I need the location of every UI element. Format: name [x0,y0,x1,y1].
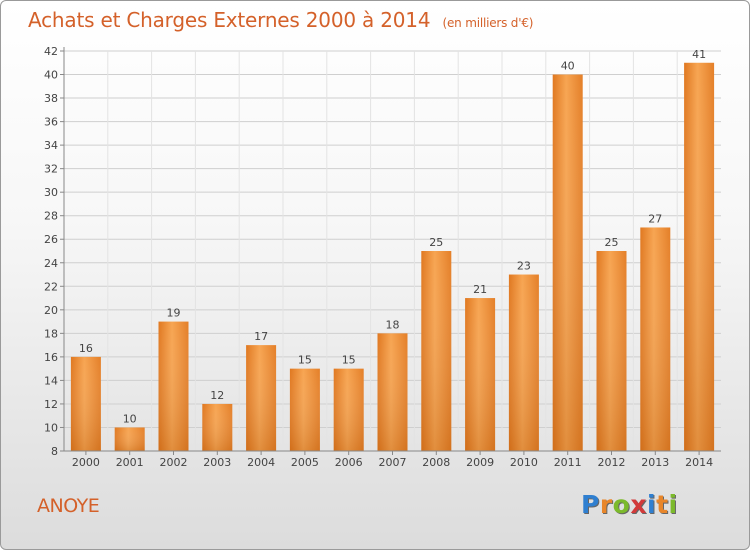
x-tick-label: 2007 [379,456,407,469]
x-tick-label: 2013 [641,456,669,469]
x-tick-label: 2002 [160,456,188,469]
y-tick-label: 8 [51,445,58,458]
bar-shade [421,251,452,451]
x-tick-label: 2001 [116,456,144,469]
data-label: 15 [342,354,356,367]
bar-layer: 16 10 19 12 17 15 15 18 25 21 23 40 25 27 41 [70,48,715,451]
data-label: 27 [648,212,662,225]
logo-letter: i [668,490,678,519]
x-tick-label: 2006 [335,456,363,469]
data-label: 23 [517,260,531,273]
proxiti-logo: Proxiti [581,490,678,519]
logo-letter: t [656,490,669,519]
y-tick-label: 22 [44,280,58,293]
x-tick-label: 2014 [685,456,713,469]
x-tick-label: 2009 [466,456,494,469]
y-tick-label: 42 [44,45,58,58]
logo-letter: o [612,490,631,519]
x-tick-label: 2011 [554,456,582,469]
y-tick-label: 16 [44,351,58,364]
x-tick-label: 2012 [598,456,626,469]
axis-layer: 8 10 12 14 16 18 20 22 24 26 28 30 32 34 36 38 40 42 2000 2… [44,45,721,469]
x-tick-label: 2000 [72,456,100,469]
data-label: 40 [561,60,575,73]
bar-shade [114,427,145,451]
chart-title-text: Achats et Charges Externes 2000 à 2014 [28,8,431,32]
y-tick-label: 30 [44,186,58,199]
data-label: 41 [692,48,706,61]
y-tick-label: 14 [44,374,58,387]
bar-shade [289,368,320,451]
data-label: 15 [298,354,312,367]
bar-shade [552,74,583,451]
bar-shade [640,227,671,451]
y-tick-label: 20 [44,304,58,317]
data-label: 19 [167,307,181,320]
y-tick-label: 18 [44,327,58,340]
y-tick-label: 24 [44,257,58,270]
y-tick-label: 36 [44,116,58,129]
y-tick-label: 38 [44,92,58,105]
data-label: 18 [386,318,400,331]
chart-unit-label: (en milliers d'€) [442,16,534,30]
data-label: 25 [605,236,619,249]
x-tick-label: 2010 [510,456,538,469]
logo-letter: P [581,490,600,519]
data-label: 25 [429,236,443,249]
bar-shade [508,274,539,451]
y-tick-label: 26 [44,233,58,246]
bar-shade [377,333,408,451]
x-tick-label: 2008 [422,456,450,469]
bar-shade [158,321,189,451]
bar-shade [202,403,233,451]
data-label: 16 [79,342,93,355]
chart-title: Achats et Charges Externes 2000 à 2014 (… [28,8,533,32]
bar-shade [333,368,364,451]
bar-shade [465,298,496,451]
logo-letter: r [599,490,613,519]
bar-shade [596,251,627,451]
y-tick-label: 10 [44,421,58,434]
bar-shade [246,345,277,451]
x-tick-label: 2004 [247,456,275,469]
y-tick-label: 12 [44,398,58,411]
bar-shade [70,356,101,451]
logo-letter: i [647,490,657,519]
y-tick-label: 34 [44,139,58,152]
data-label: 10 [123,412,137,425]
y-tick-label: 32 [44,163,58,176]
data-label: 12 [210,389,224,402]
commune-name: ANOYE [37,495,100,517]
bar-shade [684,62,715,451]
data-label: 17 [254,330,268,343]
data-label: 21 [473,283,487,296]
y-tick-label: 28 [44,210,58,223]
x-tick-label: 2005 [291,456,319,469]
y-tick-label: 40 [44,69,58,82]
logo-letter: x [630,490,647,519]
x-tick-label: 2003 [203,456,231,469]
